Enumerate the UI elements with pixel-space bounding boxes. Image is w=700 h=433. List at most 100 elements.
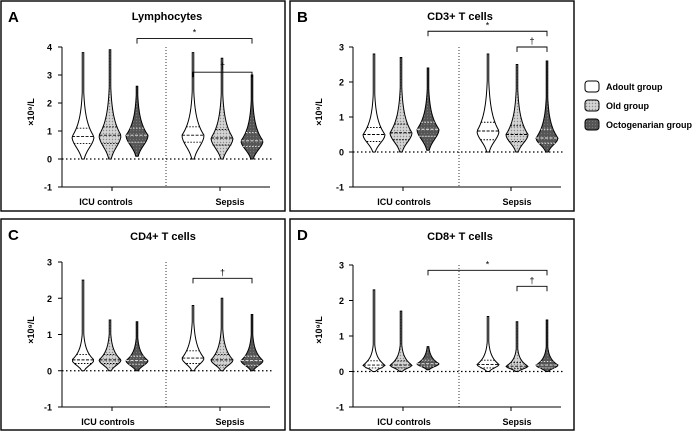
significance-marker: * [486,259,490,269]
y-tick-label: 0 [47,366,52,376]
significance-bracket [192,71,253,78]
y-axis-label: ×10⁹/L [314,316,324,344]
y-axis-label: ×10⁹/L [314,98,324,126]
panel-letter: C [8,227,19,244]
y-tick-label: 2 [47,99,52,109]
y-tick-label: -1 [336,183,344,193]
panel-d: D CD8+ T cells ×10⁹/L -1 0 1 2 3 ICU controls… [289,218,575,431]
y-tick-label: -1 [336,403,344,413]
y-tick-label: 1 [339,113,344,123]
violin-old-group [210,297,234,372]
y-tick-label: 1 [47,330,52,340]
y-tick-label: 0 [339,367,344,377]
y-axis-label: ×10⁹/L [26,98,36,126]
significance-marker: † [529,36,534,46]
category-label: ICU controls [377,197,431,207]
panel-frame [0,218,286,431]
violin-octogenarian-group [416,67,440,151]
panel-letter: B [297,9,308,26]
y-tick-label: 2 [339,78,344,88]
violin-octogenarian-group [535,319,559,372]
panel-frame [289,0,575,212]
significance-marker: * [486,20,490,30]
violin-old-group [210,57,234,160]
significance-bracket [516,285,548,292]
violin-octogenarian-group [125,321,149,372]
legend-item-adult: Adoult group [584,80,663,93]
y-tick-label: 0 [47,155,52,165]
category-label: ICU controls [79,197,133,207]
violin-old-group [98,319,122,372]
panel-title: CD4+ T cells [130,231,196,243]
violin-adoult-group [181,305,205,372]
legend: Adoult group Old group Octogenarian grou… [584,80,693,131]
y-tick-label: 2 [339,296,344,306]
y-tick-label: 0 [339,148,344,158]
category-label: Sepsis [215,417,244,427]
plot-area: -1 0 1 2 3 ICU controls Sepsis * † [336,259,563,427]
legend-swatch [584,80,600,93]
y-tick-label: -1 [44,183,52,193]
significance-bracket [427,269,548,276]
violin-old-group [389,310,413,372]
category-label: Sepsis [502,197,531,207]
y-tick-label: 4 [47,43,52,53]
panel-title: CD3+ T cells [427,11,493,23]
significance-bracket [427,30,548,37]
legend-item-octogenarian: Octogenarian group [584,118,693,131]
panel-title: CD8+ T cells [427,231,493,243]
y-tick-label: 3 [47,71,52,81]
plot-area: -1 0 1 2 3 ICU controls Sepsis * † [336,20,563,207]
violin-octogenarian-group [240,74,264,160]
category-label: ICU controls [81,417,135,427]
legend-label: Octogenarian group [606,120,693,130]
legend-item-old: Old group [584,99,649,112]
y-tick-label: 3 [339,261,344,271]
significance-bracket [516,46,548,52]
plot-area: -1 0 1 2 3 4 ICU controls Sepsis * † [44,28,272,207]
plot-area: -1 0 1 2 3 ICU controls Sepsis † [44,258,272,427]
violin-adoult-group [476,315,500,372]
panel-c: C CD4+ T cells ×10⁹/L -1 0 1 2 3 ICU controls… [0,218,286,431]
y-tick-label: 3 [339,43,344,53]
significance-marker: † [220,267,225,277]
y-tick-label: 2 [47,294,52,304]
panel-letter: A [8,9,19,26]
significance-marker: † [220,61,225,71]
significance-bracket [136,38,253,44]
violin-adoult-group [362,53,386,153]
panel-frame [0,0,286,212]
legend-swatch [584,99,600,112]
violin-adoult-group [181,52,205,160]
y-tick-label: 1 [339,332,344,342]
violin-adoult-group [362,289,386,372]
panel-letter: D [297,227,308,244]
panel-title: Lymphocytes [132,11,203,23]
legend-label: Old group [606,101,649,111]
violin-adoult-group [71,52,95,160]
legend-label: Adoult group [606,82,663,92]
violin-octogenarian-group [125,85,149,157]
violin-old-group [505,64,529,153]
category-label: Sepsis [502,417,531,427]
y-tick-label: -1 [44,403,52,413]
panel-frame [289,218,575,431]
legend-swatch [584,118,600,131]
violin-adoult-group [476,53,500,153]
category-label: Sepsis [215,197,244,207]
y-tick-label: 3 [47,258,52,268]
violin-old-group [98,49,122,160]
violin-octogenarian-group [240,314,264,372]
violin-adoult-group [71,279,95,372]
category-label: ICU controls [377,417,431,427]
panel-b: B CD3+ T cells ×10⁹/L -1 0 1 2 3 ICU controls… [289,0,575,212]
significance-bracket [192,277,253,284]
significance-marker: * [193,28,197,38]
y-axis-label: ×10⁹/L [26,316,36,344]
y-tick-label: 1 [47,127,52,137]
violin-old-group [389,57,413,153]
panel-a: A Lymphocytes ×10⁹/L -1 0 1 2 3 4 ICU controls… [0,0,286,212]
significance-marker: † [529,275,534,285]
violin-old-group [505,321,529,372]
